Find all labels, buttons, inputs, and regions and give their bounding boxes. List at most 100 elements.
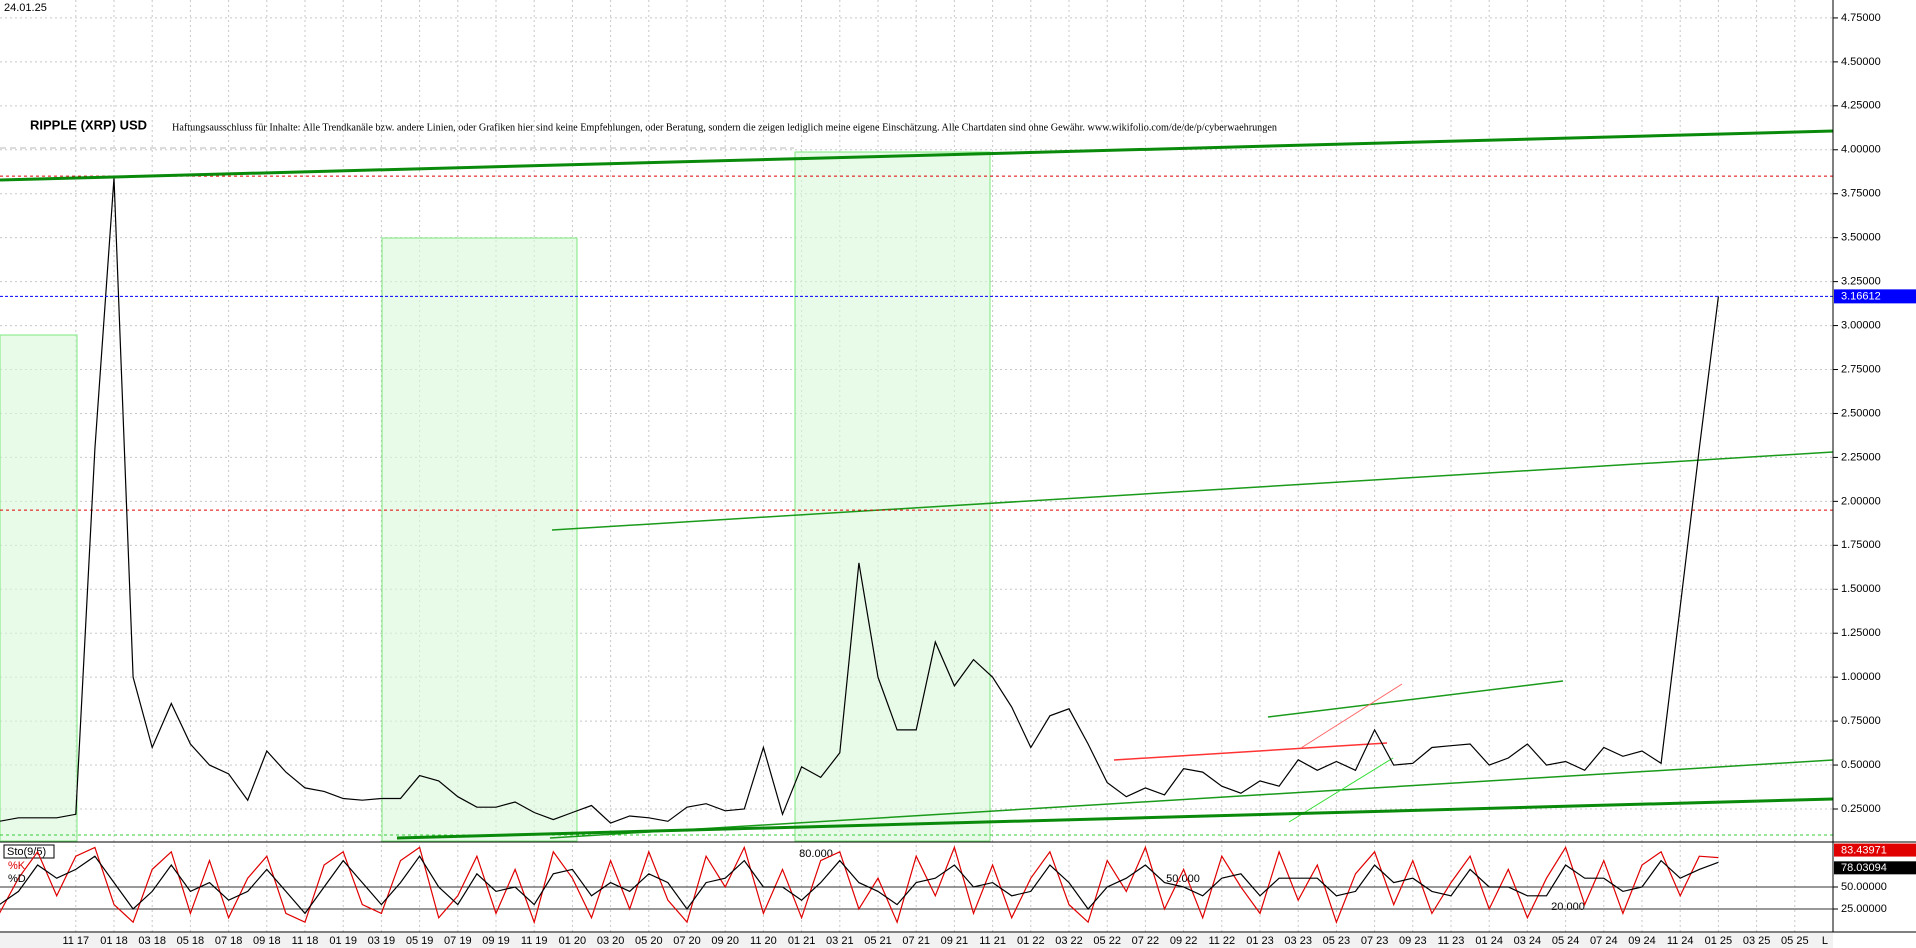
x-tick-label: 01 20 [559,935,587,947]
trend-line [1288,757,1394,823]
annotation: 80.000 [799,848,833,860]
x-tick-label: 01 25 [1705,935,1733,947]
x-tick-label: 07 23 [1361,935,1389,947]
x-tick-label: 11 23 [1438,935,1465,947]
value-box [1834,861,1916,875]
x-tick-label: 05 25 [1781,935,1809,947]
x-tick-label: 03 20 [597,935,625,947]
x-tick-label: 11 20 [750,935,777,947]
indicator-line [0,855,1719,915]
last-price-label: 3.16612 [1841,290,1881,302]
legend-entry: %D [8,873,26,885]
x-tick-label: 09 18 [253,935,281,947]
x-tick-label: 03 25 [1743,935,1771,947]
thick-trends [0,129,1834,840]
price-line [0,177,1719,824]
annotation: 50.000 [1166,873,1200,885]
y-tick-label: 3.00000 [1841,319,1881,331]
y-tick-label: 3.75000 [1841,188,1881,200]
x-tick-label: 03 19 [368,935,396,947]
x-tick-label: 09 19 [482,935,510,947]
y-tick-label: 1.75000 [1841,539,1881,551]
x-tick-label: 05 22 [1093,935,1121,947]
zone [0,334,78,842]
zone [381,237,578,842]
y-tick-label: 3.50000 [1841,232,1881,244]
y-tick-label: 1.25000 [1841,627,1881,639]
x-tick-label: 07 22 [1132,935,1160,947]
indicator-title-box [3,844,55,859]
x-tick-label: 01 18 [100,935,128,947]
y-tick-label: 50.00000 [1841,881,1887,893]
value-box [1834,843,1916,857]
x-tick-label: 03 18 [138,935,166,947]
x-tick-label: 01 21 [788,935,816,947]
x-tick-label: 07 18 [215,935,243,947]
y-tick-label: 4.25000 [1841,100,1881,112]
trend-line [1267,680,1564,718]
legend-entry: %K [8,860,26,872]
y-tick-label: 2.75000 [1841,363,1881,375]
date: 24.01.25 [4,2,47,14]
y-tick-label: 2.00000 [1841,495,1881,507]
trend-line [396,797,1834,840]
y-tick-label: 0.75000 [1841,715,1881,727]
disclaimer: Haftungsausschluss für Inhalte: Alle Tre… [172,122,1277,133]
y-tick-label: 3.25000 [1841,276,1881,288]
x-tick-label: 09 22 [1170,935,1198,947]
indicator-line [0,845,1719,925]
trend-line [551,451,1834,531]
x-tick-label: 11 19 [521,935,548,947]
x-tick-label: 01 22 [1017,935,1045,947]
y-tick-label: 4.50000 [1841,56,1881,68]
x-tick-label: 07 20 [673,935,701,947]
chart-title: RIPPLE (XRP) USD [30,117,147,132]
x-tick-label: 09 24 [1628,935,1656,947]
x-tick-label: 07 19 [444,935,472,947]
trend-line [0,129,1834,182]
trend-line [1300,683,1403,749]
plot [0,175,1833,824]
x-tick-label: 01 23 [1246,935,1274,947]
x-tick-label: 05 24 [1552,935,1580,947]
y-tick-label: 2.25000 [1841,451,1881,463]
y-tick-label: 1.50000 [1841,583,1881,595]
x-tick-label: 03 24 [1514,935,1542,947]
x-tick-label: 03 23 [1284,935,1312,947]
x-tick-label: 05 20 [635,935,663,947]
y-tick-label: 4.00000 [1841,144,1881,156]
value-label: 78.03094 [1841,862,1887,874]
indicator-title: Sto(9/5) [7,846,46,858]
y-tick-label: 1.00000 [1841,671,1881,683]
y-tick-label: 25.00000 [1841,903,1887,915]
trend-line [1113,742,1388,761]
x-tick-label: 07 21 [902,935,930,947]
x-tick-label: 09 20 [711,935,739,947]
last-price-box [1834,289,1916,304]
x-tick-label: 07 24 [1590,935,1618,947]
x-tick-label: 05 23 [1323,935,1351,947]
y-tick-label: 0.50000 [1841,759,1881,771]
x-tick-label: 03 22 [1055,935,1083,947]
x-tick-label: 11 21 [979,935,1006,947]
x-tick-label: 11 24 [1667,935,1694,947]
x-tick-label: 05 18 [177,935,205,947]
x-tick-label: 05 21 [864,935,892,947]
x-tick-label: 11 18 [292,935,319,947]
corner-label: L [1822,935,1828,947]
y-tick-label: 4.75000 [1841,12,1881,24]
trend-line [549,759,1834,839]
x-tick-label: 05 19 [406,935,434,947]
x-axis-band [0,933,1833,948]
value-label: 83.43971 [1841,844,1887,856]
x-tick-label: 11 17 [62,935,89,947]
y-tick-label: 0.25000 [1841,803,1881,815]
x-tick-label: 09 23 [1399,935,1427,947]
zone [794,151,991,842]
drawings [0,147,1834,842]
y-tick-label: 2.50000 [1841,407,1881,419]
x-tick-label: 03 21 [826,935,854,947]
x-tick-label: 01 24 [1475,935,1503,947]
x-tick-label: 11 22 [1208,935,1235,947]
